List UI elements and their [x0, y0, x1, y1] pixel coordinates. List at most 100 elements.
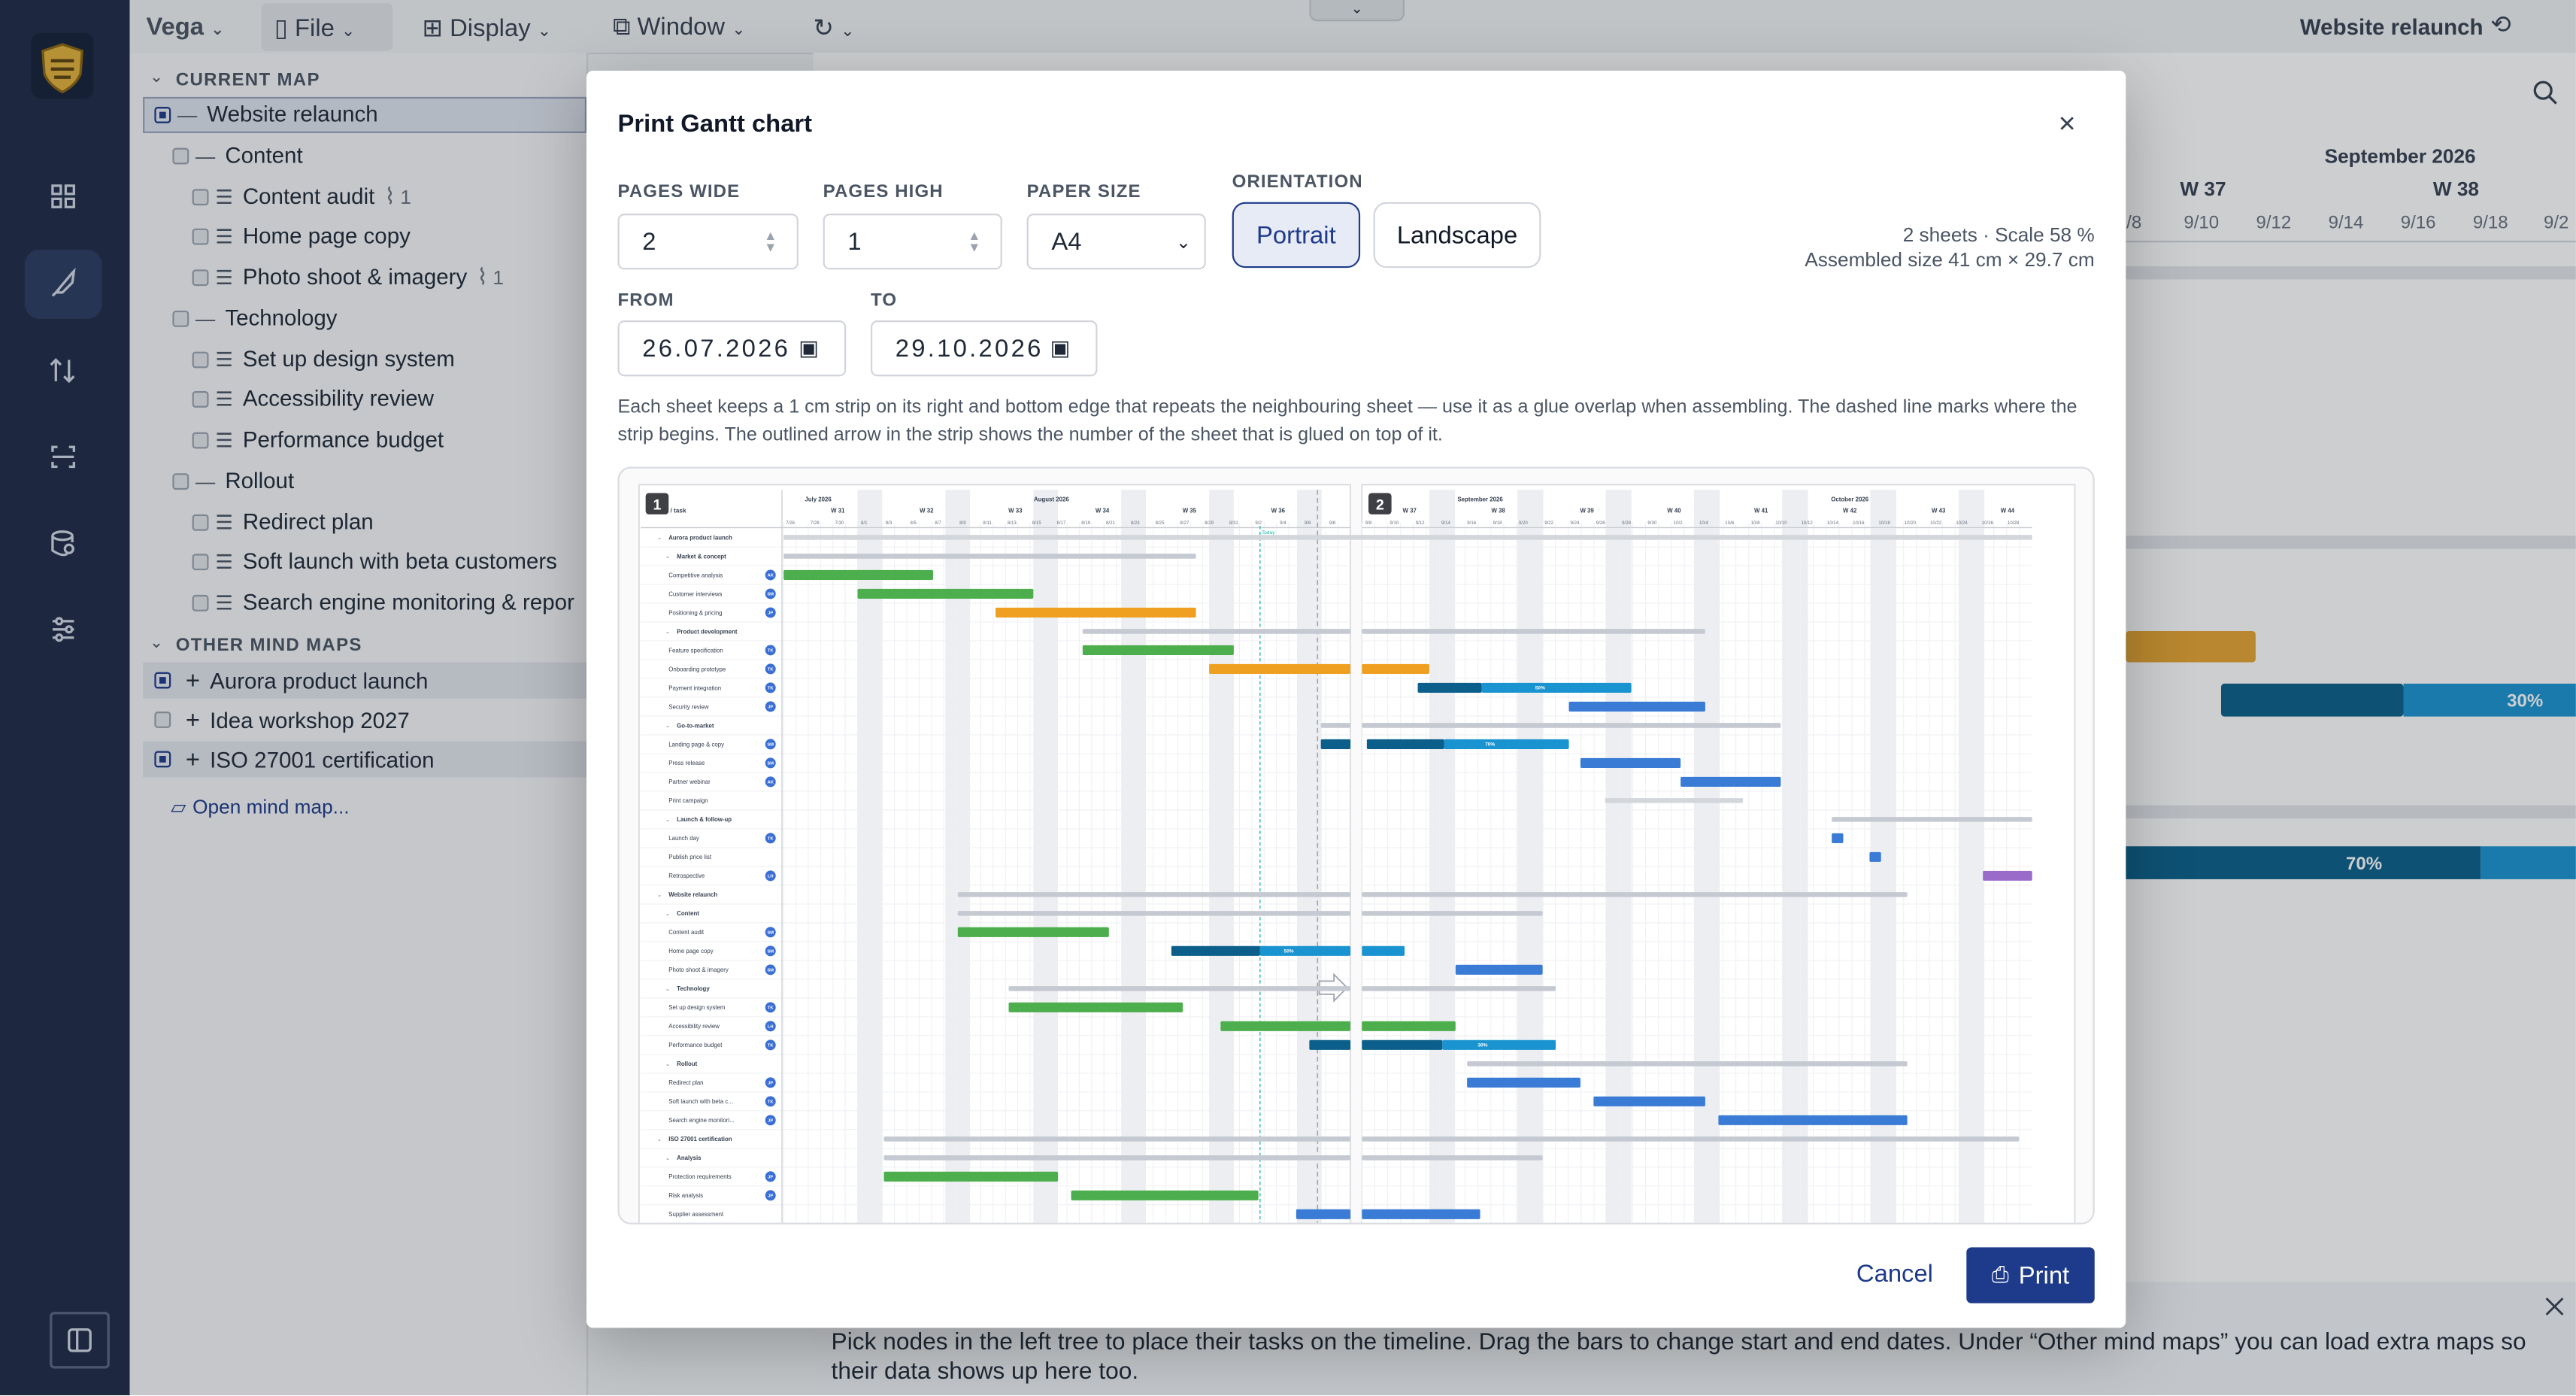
tree-row[interactable]: ☰ Search engine monitoring & repor	[215, 590, 574, 615]
pages-wide-input[interactable]: 2 ▲ ▼	[617, 214, 799, 270]
checkbox[interactable]	[192, 391, 209, 408]
tree-row[interactable]: — Technology	[195, 305, 338, 330]
search-icon[interactable]	[2533, 80, 2553, 100]
preview-date: 8/5	[911, 520, 917, 526]
icon-sliders	[65, 625, 74, 634]
preview-month: August 2026	[1034, 496, 1069, 502]
menu-window[interactable]: ⧉ Window ⌄	[612, 13, 746, 41]
checkbox[interactable]	[192, 594, 209, 612]
tree-row[interactable]: ☰ Content audit ⌇ 1	[215, 184, 411, 210]
menu-display[interactable]: ⊞ Display ⌄	[422, 14, 552, 43]
icon-sort[interactable]	[50, 358, 75, 384]
tree-row[interactable]: ☰ Set up design system	[215, 346, 455, 371]
owner-badge	[765, 1039, 776, 1051]
preview-task: Photo shoot & imagery	[668, 967, 729, 973]
checkbox[interactable]	[154, 107, 171, 123]
summary: 2 sheets · Scale 58 % Assembled size 41 c…	[1805, 223, 2094, 271]
cancel-button[interactable]: Cancel	[1856, 1260, 1933, 1288]
open-map-link[interactable]: ▱ Open mind map...	[171, 795, 349, 818]
preview-task: Product development	[677, 628, 738, 635]
collapse-button[interactable]	[50, 1312, 110, 1369]
tree-row[interactable]: ☰ Home page copy	[215, 224, 411, 249]
menu-label: File	[295, 14, 335, 43]
owner-badge	[765, 870, 776, 882]
attachment-icon: ⌇	[384, 183, 395, 208]
app-menu[interactable]: Vega ⌄	[146, 13, 224, 41]
tree-row[interactable]: ☰ Redirect plan	[215, 508, 373, 533]
from-date-input[interactable]: 26.07.2026 ▣	[617, 320, 847, 377]
checkbox[interactable]	[192, 229, 209, 246]
checkbox[interactable]	[172, 310, 189, 327]
print-button[interactable]: ⎙ Print	[1966, 1247, 2095, 1303]
checkbox[interactable]	[192, 269, 209, 287]
tree-row[interactable]: + ISO 27001 certification	[186, 746, 435, 774]
task-icon: ☰	[215, 429, 233, 452]
tree-label: Search engine monitoring & repor	[242, 590, 574, 615]
task-bar	[1467, 1077, 1580, 1088]
checkbox[interactable]	[192, 432, 209, 449]
caret[interactable]: ⌄	[149, 634, 164, 653]
pull-tab[interactable]: ⌄	[1309, 0, 1405, 22]
preview-date: 10/6	[1725, 520, 1734, 526]
preview-caret: ⌄	[665, 1061, 670, 1067]
calendar-icon[interactable]: ▣	[1050, 335, 1073, 360]
menu-file[interactable]: ▯ File ⌄	[274, 14, 356, 43]
collapse-icon: —	[195, 469, 216, 493]
tree-row[interactable]: ☰ Accessibility review	[215, 387, 434, 411]
checkbox[interactable]	[192, 513, 209, 530]
checkbox[interactable]	[192, 188, 209, 205]
sheet-badge	[1368, 493, 1392, 514]
orientation-option[interactable]: Landscape	[1373, 202, 1541, 269]
history-button[interactable]: ⟲	[2490, 11, 2511, 40]
option-label: Landscape	[1396, 220, 1518, 250]
preview-task: Payment integration	[668, 684, 721, 691]
tree-row[interactable]: ☰ Performance budget	[215, 427, 444, 452]
preview-task: Redirect plan	[668, 1079, 703, 1086]
tree-label: Redirect plan	[242, 508, 374, 534]
checkbox[interactable]	[192, 351, 209, 368]
task-bar	[1362, 945, 1405, 956]
tree-row[interactable]: ☰ Soft launch with beta customers	[215, 549, 557, 574]
nav-icon-set[interactable]	[24, 184, 110, 1369]
close-button[interactable]: ×	[2058, 107, 2076, 140]
preview-week: W 35	[1183, 508, 1197, 514]
calendar-icon[interactable]: ▣	[799, 335, 822, 360]
checkbox[interactable]	[192, 554, 209, 571]
week-label: W 38	[2433, 178, 2479, 200]
checkbox[interactable]	[172, 472, 189, 490]
refresh-button[interactable]: ↻ ⌄	[813, 14, 855, 43]
to-date-input[interactable]: 29.10.2026 ▣	[870, 320, 1098, 377]
hint-close[interactable]	[2545, 1297, 2564, 1316]
preview-month: October 2026	[1831, 496, 1868, 502]
task-bar	[783, 569, 934, 581]
loaded-row	[143, 662, 587, 699]
tree-row[interactable]: — Content	[195, 143, 303, 168]
summary-line: 2 sheets · Scale 58 %	[1902, 223, 2095, 247]
checkbox[interactable]	[154, 712, 171, 728]
icon-scan[interactable]	[51, 445, 75, 469]
owner-initials: JP	[768, 1175, 773, 1179]
tree-label: ISO 27001 certification	[210, 748, 435, 772]
task-icon: ☰	[215, 266, 233, 290]
summary-bar	[1362, 892, 1908, 897]
spinner[interactable]: ▲ ▼	[968, 228, 981, 255]
preview-task: Customer interviews	[668, 590, 722, 597]
checkbox[interactable]	[154, 751, 171, 768]
owner-initials: TK	[768, 1006, 774, 1011]
field-value: A4	[1051, 227, 1082, 256]
tree-row[interactable]: — Website relaunch	[177, 102, 378, 126]
caret[interactable]: ⌄	[149, 68, 164, 87]
checkbox[interactable]	[172, 147, 189, 164]
tree-row[interactable]: ☰ Photo shoot & imagery ⌇ 1	[215, 265, 504, 291]
spinner[interactable]: ▲ ▼	[764, 228, 777, 255]
preview-caret: ⌄	[657, 1136, 662, 1143]
tree-row[interactable]: + Aurora product launch	[186, 667, 429, 695]
tree-row[interactable]: — Rollout	[195, 468, 294, 493]
preview-task: Feature specification	[668, 647, 723, 654]
pages-high-input[interactable]: 1 ▲ ▼	[823, 214, 1002, 270]
orientation-option[interactable]: Portrait	[1232, 202, 1361, 269]
icon-dashboard[interactable]	[51, 184, 62, 196]
checkbox[interactable]	[154, 672, 171, 689]
paper-size-select[interactable]: A4 ⌄	[1026, 214, 1206, 270]
tree-row[interactable]: + Idea workshop 2027	[186, 707, 410, 735]
